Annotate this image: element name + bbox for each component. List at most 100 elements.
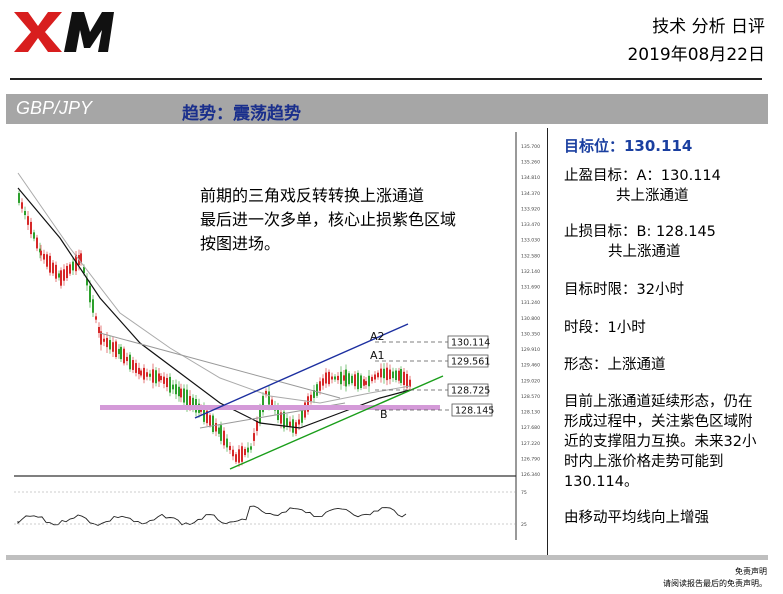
target-level-box [447,335,489,349]
candle-body [220,425,222,441]
candle-body [365,381,367,385]
panel-divider [547,128,548,556]
candle-body [115,341,117,358]
candle-body [27,216,29,225]
candle-body [92,299,94,313]
header-divider [10,78,762,80]
candle-body [406,374,408,388]
candle-body [232,449,234,457]
axis-tick-label: 131.690 [521,285,540,291]
time-horizon: 目标时限：32小时 [564,282,684,298]
candle-body [126,356,128,362]
disclaimer-text: 请阅读报告最后的免责声明。 [663,579,767,588]
candle-body [395,370,397,380]
candle-body [36,237,38,249]
candle-body [118,348,120,355]
candle-body [283,411,285,429]
candle-body [72,261,74,271]
candle-body [253,433,255,441]
axis-tick-label: 133.030 [521,238,540,244]
chart-overlays: 130.114 A2 129.561 A1 128.725 128.145 B [17,172,494,526]
candle-body [33,232,35,239]
axis-tick-label: 132.580 [521,253,540,259]
trend-label: 趋势：震荡趋势 [182,104,301,124]
candle-body [155,370,157,384]
stop-loss-note: 共上涨通道 [608,244,681,260]
candle-body [192,397,194,409]
stop-loss-label: 止损目标：B: 128.145 [564,224,716,240]
candle-body [337,375,339,381]
axis-tick-label: 126.340 [521,472,540,478]
axis-tick-label: 129.910 [521,347,540,353]
axis-tick-label: 129.020 [521,378,540,384]
candle-body [83,266,85,274]
candle-body [319,381,321,391]
summary-line: 目前上涨通道延续形态，仍在 [564,394,753,410]
candle-body [259,407,261,423]
candle-body [247,447,249,453]
chart-annotation: 前期的三角戏反转转换上涨通道 最后进一次多单，核心止损紫色区域 按图进场。 [200,184,456,256]
target-level-box [447,354,489,368]
support-zone [100,405,440,410]
candle-body [345,369,347,387]
axis-tick-label: 133.920 [521,206,540,212]
annotation-line: 最后进一次多单，核心止损紫色区域 [200,210,457,229]
candle-body [149,373,151,377]
axis-tick-label: 127.680 [521,425,540,431]
candle-body [143,367,145,380]
candle-body [129,354,131,370]
candle-body [112,342,114,352]
rsi-tick-label: 25 [521,522,527,528]
candle-body [60,270,62,286]
candle-body [95,316,97,320]
candle-body [46,254,48,267]
candle-body [380,368,382,378]
oscillator-line [17,505,407,526]
candle-body [229,445,231,451]
candle-body [223,430,225,446]
candle-body [63,269,65,281]
candle-body [160,375,162,381]
candle-body [292,419,294,433]
candle-body [368,375,370,387]
rsi-tick-label: 75 [521,490,527,496]
take-profit: 止盈目标：A：130.114 共上涨通道 [564,166,721,206]
candle-body [69,264,71,274]
candle-body [235,454,237,462]
candle-body [49,255,51,273]
channel-top-line [194,323,409,419]
candle-body [310,394,312,402]
candle-body [398,370,400,381]
currency-pair: GBP/JPY [16,98,93,118]
candle-body [316,384,318,396]
candle-body [400,369,402,383]
axis-tick-label: 135.700 [521,144,540,150]
candle-body [120,346,122,360]
candle-body [277,405,279,421]
candle-body [218,427,220,434]
candle-body [262,395,264,413]
candle-body [357,372,359,390]
candle-body [189,396,191,406]
candle-body [209,415,211,426]
target-level-value: 129.561 [451,357,490,368]
candle-body [183,388,185,403]
axis-tick-label: 128.130 [521,410,540,416]
candle-body [286,418,288,426]
candle-body [58,273,60,278]
candle-body [377,372,379,378]
candle-body [241,446,243,462]
candle-body [301,409,303,423]
candle-body [328,371,330,385]
candle-body [80,253,82,263]
candle-body [383,368,385,379]
channel-bottom-line [229,375,444,470]
candle-body [175,384,177,395]
candle-body [30,221,32,235]
candle-body [226,438,228,448]
price-axis: 135.700 135.260 134.810 134.370 133.920 133.4… [14,132,540,540]
axis-tick-label: 130.350 [521,331,540,337]
candle-body [52,262,54,274]
target-level: 目标位：130.114 [564,137,693,155]
candle-body [109,340,111,350]
